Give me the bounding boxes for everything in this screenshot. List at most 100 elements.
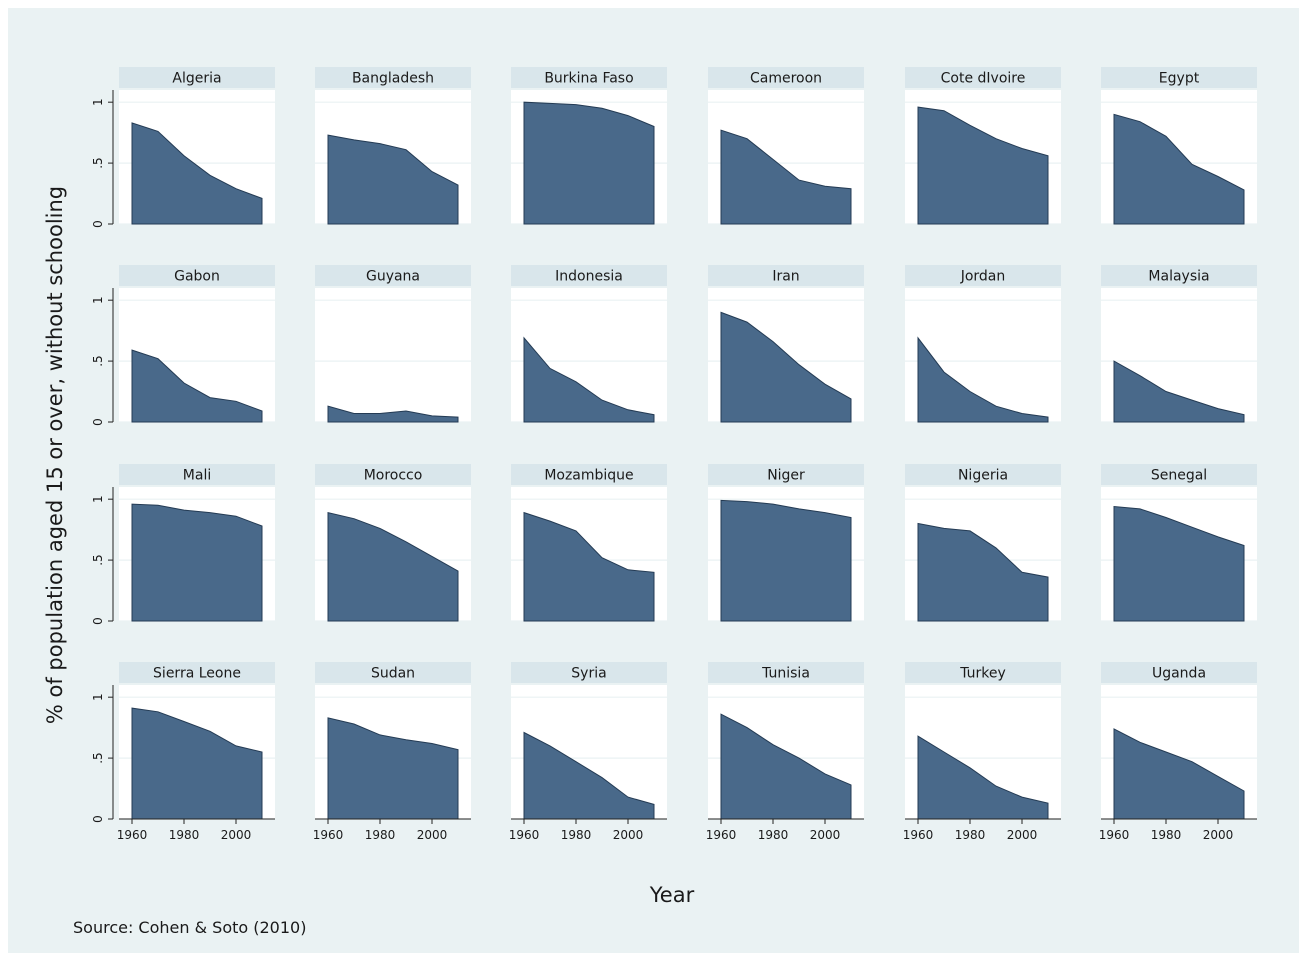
panel-egypt: Egypt (1101, 67, 1257, 225)
area-series (720, 713, 852, 820)
panel-bangladesh: Bangladesh (315, 67, 471, 225)
panel-header (708, 67, 864, 88)
y-tick-label: .5 (91, 752, 105, 763)
y-tick-label: .5 (91, 554, 105, 565)
area-series (523, 511, 655, 622)
panel-title: Burkina Faso (544, 71, 633, 87)
panel-title: Nigeria (958, 468, 1008, 484)
area-series (523, 731, 655, 820)
panel-header (315, 662, 471, 683)
area-series (1113, 360, 1245, 423)
panel-morocco: Morocco (315, 464, 471, 622)
panel-algeria: Algeria 0 .5 1 (91, 67, 275, 228)
x-tick-label: 2000 (221, 828, 252, 842)
area-series (1113, 728, 1245, 820)
area-series (720, 499, 852, 622)
panel-header (119, 67, 275, 88)
x-tick-label: 1960 (1099, 828, 1130, 842)
panel-cote-divoire: Cote dIvoire (905, 67, 1061, 225)
panel-header (315, 464, 471, 485)
panel-mozambique: Mozambique (511, 464, 667, 622)
panel-title: Cameroon (750, 71, 822, 87)
area-series (327, 405, 459, 423)
area-series (327, 511, 459, 622)
panel-cameroon: Cameroon (708, 67, 864, 225)
x-tick-label: 1980 (561, 828, 592, 842)
source-note: Source: Cohen & Soto (2010) (73, 918, 306, 937)
y-tick-label: 1 (91, 495, 105, 503)
x-tick-label: 1980 (365, 828, 396, 842)
area-series (131, 349, 263, 423)
y-tick-label: 1 (91, 98, 105, 106)
panel-sudan: Sudan 1960 1980 2000 (313, 662, 471, 842)
panel-title: Niger (767, 468, 805, 484)
panel-title: Senegal (1151, 468, 1207, 484)
panel-title: Tunisia (761, 666, 810, 682)
panel-header (119, 265, 275, 286)
x-tick-label: 2000 (417, 828, 448, 842)
panel-header (1101, 67, 1257, 88)
area-series (523, 336, 655, 423)
y-tick-label: .5 (91, 355, 105, 366)
area-series (720, 311, 852, 423)
panel-title: Sudan (371, 666, 415, 682)
panel-header (511, 662, 667, 683)
panel-title: Mali (183, 468, 211, 484)
area-series (327, 717, 459, 820)
panel-header (1101, 265, 1257, 286)
panel-header (315, 265, 471, 286)
panel-iran: Iran (708, 265, 864, 423)
area-series (131, 707, 263, 820)
area-series (327, 134, 459, 225)
panel-sierra-leone: Sierra Leone 0 .5 1 1960 1980 2000 (91, 662, 275, 842)
panel-title: Bangladesh (352, 71, 434, 87)
area-series (917, 336, 1049, 423)
area-series (131, 503, 263, 622)
panel-title: Mozambique (544, 468, 633, 484)
panel-title: Indonesia (555, 269, 623, 285)
area-series (917, 735, 1049, 820)
panel-indonesia: Indonesia (511, 265, 667, 423)
panel-senegal: Senegal (1101, 464, 1257, 622)
x-axis-label: Year (649, 883, 695, 907)
y-tick-label: 0 (91, 617, 105, 625)
y-tick-label: 1 (91, 693, 105, 701)
panel-title: Iran (772, 269, 799, 285)
y-tick-label: 0 (91, 418, 105, 426)
panel-header (708, 265, 864, 286)
panel-header (708, 464, 864, 485)
panel-header (511, 67, 667, 88)
x-tick-label: 1960 (706, 828, 737, 842)
area-series (523, 101, 655, 225)
x-tick-label: 1960 (313, 828, 344, 842)
x-tick-label: 2000 (613, 828, 644, 842)
panel-header (511, 464, 667, 485)
panel-title: Guyana (366, 269, 420, 285)
panel-title: Uganda (1152, 666, 1206, 682)
panel-title: Malaysia (1148, 269, 1209, 285)
panels-group: Algeria 0 .5 1 Bangladesh Burkina Faso Cameroo… (91, 67, 1257, 842)
x-tick-label: 2000 (1203, 828, 1234, 842)
panel-header (511, 265, 667, 286)
x-tick-label: 1980 (169, 828, 200, 842)
y-tick-label: .5 (91, 157, 105, 168)
panel-title: Gabon (174, 269, 220, 285)
x-tick-label: 1960 (117, 828, 148, 842)
x-tick-label: 1980 (1151, 828, 1182, 842)
panel-header (708, 662, 864, 683)
panel-title: Jordan (960, 269, 1006, 285)
area-series (1113, 113, 1245, 225)
x-tick-label: 1980 (758, 828, 789, 842)
panel-title: Syria (571, 666, 606, 682)
panel-malaysia: Malaysia (1101, 265, 1257, 423)
y-axis-label: % of population aged 15 or over, without… (43, 186, 67, 724)
panel-title: Cote dIvoire (941, 71, 1026, 87)
x-tick-label: 1960 (903, 828, 934, 842)
panel-syria: Syria 1960 1980 2000 (509, 662, 667, 842)
panel-mali: Mali 0 .5 1 (91, 464, 275, 625)
panel-jordan: Jordan (905, 265, 1061, 423)
area-series (720, 129, 852, 225)
panel-header (905, 67, 1061, 88)
panel-title: Turkey (959, 666, 1006, 682)
